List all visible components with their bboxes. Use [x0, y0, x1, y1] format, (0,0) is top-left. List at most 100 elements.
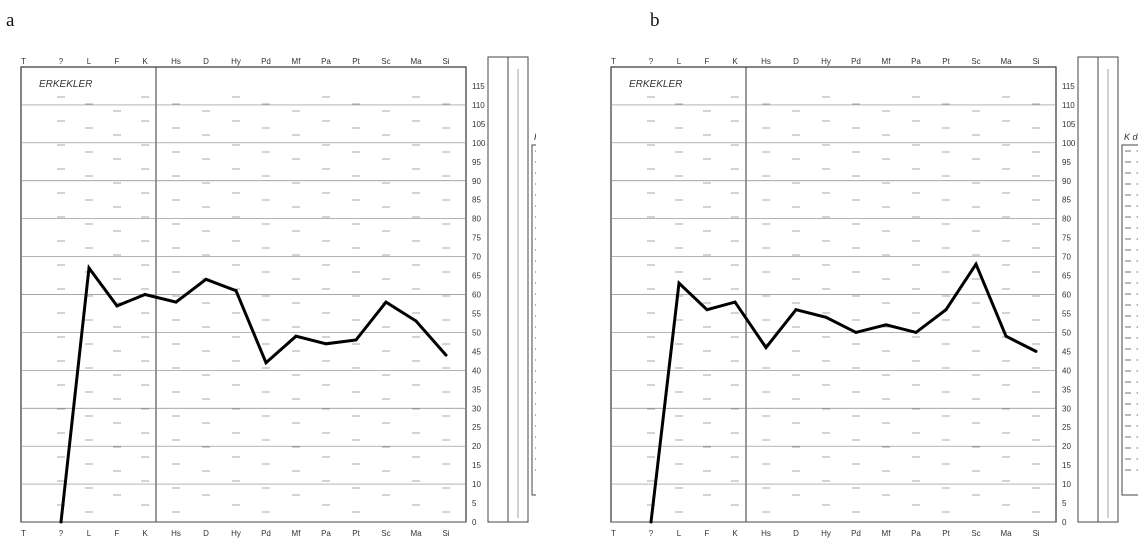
data-point	[733, 300, 737, 304]
x-tick-label-top: Hs	[761, 57, 771, 66]
x-tick-label-top: Mf	[292, 57, 302, 66]
x-tick-label-top: Pa	[321, 57, 331, 66]
chart-inner-label: ERKEKLER	[39, 79, 92, 90]
x-tick-label: D	[793, 529, 799, 538]
y-tick-label: 60	[1062, 291, 1071, 300]
x-tick-label: K	[142, 529, 148, 538]
y-tick-label: 75	[472, 234, 481, 243]
y-tick-label: 15	[472, 461, 481, 470]
data-point	[649, 520, 653, 524]
panel-label-a: a	[6, 10, 15, 31]
x-tick-label-top: Hy	[821, 57, 831, 66]
data-point	[677, 281, 681, 285]
x-tick-label: L	[87, 529, 92, 538]
y-tick-label: 50	[472, 328, 481, 337]
y-tick-label: 60	[472, 291, 481, 300]
data-point	[854, 330, 858, 334]
side-column	[507, 56, 529, 523]
y-tick-label: 55	[472, 309, 481, 318]
y-tick-label: 50	[1062, 328, 1071, 337]
y-tick-label: 90	[472, 177, 481, 186]
y-tick-label: 35	[1062, 385, 1071, 394]
data-point	[944, 308, 948, 312]
x-tick-label-top: Pt	[352, 57, 360, 66]
y-tick-label: 85	[472, 196, 481, 205]
data-point	[294, 334, 298, 338]
profile-chart-b: 0 5 10 15 20 25 30 35 40 45 50 55 60 65 70 75 80 85 90 95 10…	[610, 56, 1138, 538]
data-point	[914, 330, 918, 334]
y-tick-label: 10	[1062, 480, 1071, 489]
k-table	[1121, 144, 1138, 496]
y-tick-label: 10	[472, 480, 481, 489]
y-tick-label: 65	[472, 272, 481, 281]
x-tick-label: Pt	[352, 529, 360, 538]
profile-line	[59, 263, 448, 523]
x-tick-label: Pd	[261, 529, 271, 538]
y-tick-label: 95	[1062, 158, 1071, 167]
data-point	[204, 277, 208, 281]
x-tick-label-top: ?	[59, 57, 64, 66]
side-column	[1097, 56, 1119, 523]
y-tick-label: 25	[472, 423, 481, 432]
data-point	[1004, 334, 1008, 338]
x-tick-label-top: L	[677, 57, 682, 66]
y-tick-label: 70	[1062, 253, 1071, 262]
x-tick-label-top: ?	[649, 57, 654, 66]
data-point	[354, 338, 358, 342]
y-tick-label: 100	[472, 139, 486, 148]
x-tick-label-top: Mf	[882, 57, 892, 66]
data-point	[414, 319, 418, 323]
y-tick-label: 40	[1062, 366, 1071, 375]
x-tick-label-top: Si	[1032, 57, 1039, 66]
x-tick-label-top: Pa	[911, 57, 921, 66]
x-tick-label: Sc	[971, 529, 980, 538]
x-tick-label: Mf	[292, 529, 302, 538]
x-tick-label: F	[115, 529, 120, 538]
profile-line	[649, 260, 1037, 523]
x-tick-label: Hy	[231, 529, 241, 538]
data-point	[444, 353, 448, 357]
y-tick-label: 75	[1062, 234, 1071, 243]
y-tick-label: 95	[472, 158, 481, 167]
data-point	[794, 308, 798, 312]
y-tick-label: 115	[1062, 82, 1075, 91]
side-column	[487, 56, 509, 523]
x-tick-label-top: Pd	[851, 57, 861, 66]
x-tick-label: Hs	[171, 529, 181, 538]
y-tick-label: 35	[472, 385, 481, 394]
y-tick-label: 65	[1062, 272, 1071, 281]
x-tick-label: Sc	[381, 529, 390, 538]
x-tick-label: Si	[1032, 529, 1039, 538]
y-tick-label: 0	[1062, 518, 1067, 527]
y-tick-label: 0	[472, 518, 477, 527]
y-axis-label: T	[21, 57, 26, 66]
y-axis-label-bottom: T	[21, 529, 26, 538]
x-tick-label-top: F	[115, 57, 120, 66]
y-tick-label: 20	[1062, 442, 1071, 451]
x-tick-label: Si	[442, 529, 449, 538]
x-tick-label-top: Si	[442, 57, 449, 66]
y-tick-label: 5	[1062, 499, 1067, 508]
x-tick-label: D	[203, 529, 209, 538]
data-point	[705, 308, 709, 312]
k-table-header: K değerleri	[534, 132, 536, 142]
x-tick-label-top: Pd	[261, 57, 271, 66]
k-table	[531, 144, 536, 496]
x-tick-label-top: K	[732, 57, 738, 66]
data-point	[764, 346, 768, 350]
x-tick-label: Ma	[1000, 529, 1012, 538]
x-tick-label: Pt	[942, 529, 950, 538]
data-point	[824, 315, 828, 319]
chart-inner-label: ERKEKLER	[629, 79, 682, 90]
x-tick-label: Pa	[911, 529, 921, 538]
data-point	[324, 342, 328, 346]
data-point	[384, 300, 388, 304]
x-tick-label-top: Hs	[171, 57, 181, 66]
panel-label-b: b	[650, 10, 660, 31]
x-tick-label-top: Pt	[942, 57, 950, 66]
x-tick-label: Pd	[851, 529, 861, 538]
x-tick-label-top: Sc	[971, 57, 980, 66]
x-tick-label: Ma	[410, 529, 422, 538]
data-point	[974, 262, 978, 266]
x-tick-label-top: L	[87, 57, 92, 66]
